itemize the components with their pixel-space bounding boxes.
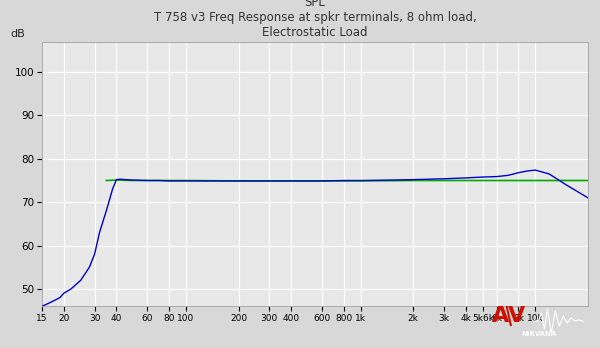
Text: A: A [492, 306, 509, 326]
Text: NIRVANA: NIRVANA [521, 331, 556, 337]
Text: V: V [508, 306, 526, 326]
Title: SPL
T 758 v3 Freq Response at spkr terminals, 8 ohm load,
Electrostatic Load: SPL T 758 v3 Freq Response at spkr termi… [154, 0, 476, 39]
Text: dB: dB [10, 29, 25, 39]
